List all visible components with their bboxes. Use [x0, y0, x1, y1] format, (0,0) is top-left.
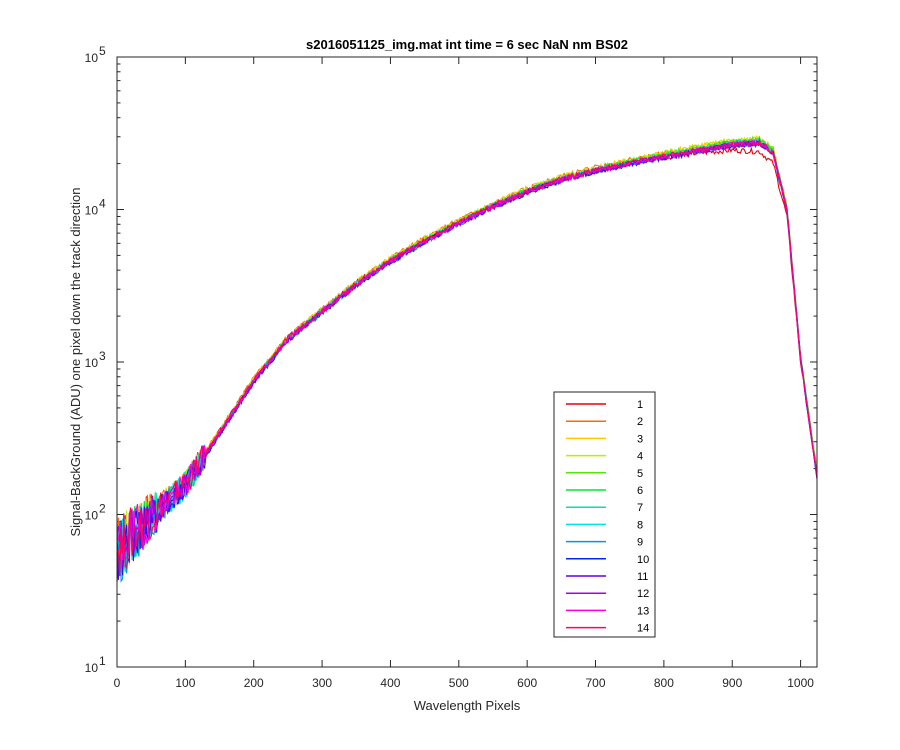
legend-item: 9 — [566, 537, 643, 549]
legend-item: 5 — [566, 468, 643, 480]
x-tick-label: 0 — [114, 676, 121, 690]
svg-text:10: 10 — [85, 356, 99, 370]
x-axis-label: Wavelength Pixels — [414, 698, 521, 713]
legend-label: 7 — [637, 502, 643, 514]
x-tick-label: 800 — [654, 676, 674, 690]
legend-item: 12 — [566, 588, 649, 600]
x-tick-label: 300 — [312, 676, 332, 690]
svg-text:10: 10 — [85, 509, 99, 523]
x-tick-label: 500 — [449, 676, 469, 690]
x-tick-label: 200 — [244, 676, 264, 690]
legend-label: 2 — [637, 416, 643, 428]
svg-text:5: 5 — [99, 44, 106, 58]
legend-label: 3 — [637, 433, 643, 445]
series-layer — [116, 134, 818, 583]
legend-label: 12 — [637, 588, 649, 600]
legend-label: 4 — [637, 451, 643, 463]
x-tick-label: 400 — [380, 676, 400, 690]
svg-text:3: 3 — [99, 349, 106, 363]
plot-area-frame — [116, 56, 818, 668]
y-tick-label: 10 1 — [85, 654, 106, 675]
y-axis-label: Signal-BackGround (ADU) one pixel down t… — [68, 187, 83, 536]
chart-title: s2016051125_img.mat int time = 6 sec NaN… — [306, 37, 628, 52]
svg-text:10: 10 — [85, 661, 99, 675]
legend-item: 3 — [566, 433, 643, 445]
legend-label: 5 — [637, 468, 643, 480]
svg-text:2: 2 — [99, 502, 106, 516]
legend-label: 13 — [637, 605, 649, 617]
legend-label: 11 — [637, 571, 648, 583]
svg-text:1: 1 — [99, 654, 106, 668]
svg-text:10: 10 — [85, 51, 99, 65]
legend-item: 8 — [566, 519, 643, 531]
legend-item: 13 — [566, 605, 649, 617]
svg-text:4: 4 — [99, 197, 106, 211]
legend-label: 9 — [637, 537, 643, 549]
legend-item: 1 — [566, 399, 643, 411]
y-tick-label: 10 4 — [85, 197, 106, 218]
x-tick-label: 900 — [722, 676, 742, 690]
legend-item: 2 — [566, 416, 643, 428]
x-tick-label: 700 — [586, 676, 606, 690]
x-tick-label: 600 — [517, 676, 537, 690]
legend-box — [553, 391, 656, 638]
y-tick-label: 10 2 — [85, 502, 106, 523]
legend-item: 10 — [566, 554, 649, 566]
svg-text:10: 10 — [85, 204, 99, 218]
legend-label: 6 — [637, 485, 643, 497]
x-tick-label: 100 — [175, 676, 195, 690]
legend-item: 11 — [566, 571, 648, 583]
legend-label: 14 — [637, 623, 649, 635]
y-tick-label: 10 3 — [85, 349, 106, 370]
series-line-13 — [116, 140, 818, 561]
legend-label: 8 — [637, 519, 643, 531]
legend-item: 14 — [566, 623, 649, 635]
x-tick-label: 1000 — [787, 676, 814, 690]
y-tick-label: 10 5 — [85, 44, 106, 65]
legend-item: 7 — [566, 502, 643, 514]
legend-item: 4 — [566, 451, 643, 463]
x-tick-labels: 0 100 200 300 400 500 600 700 800 900 1000 — [114, 676, 815, 690]
legend-item: 6 — [566, 485, 643, 497]
legend-label: 10 — [637, 554, 649, 566]
legend-label: 1 — [637, 399, 643, 411]
series-line-14 — [116, 137, 818, 576]
